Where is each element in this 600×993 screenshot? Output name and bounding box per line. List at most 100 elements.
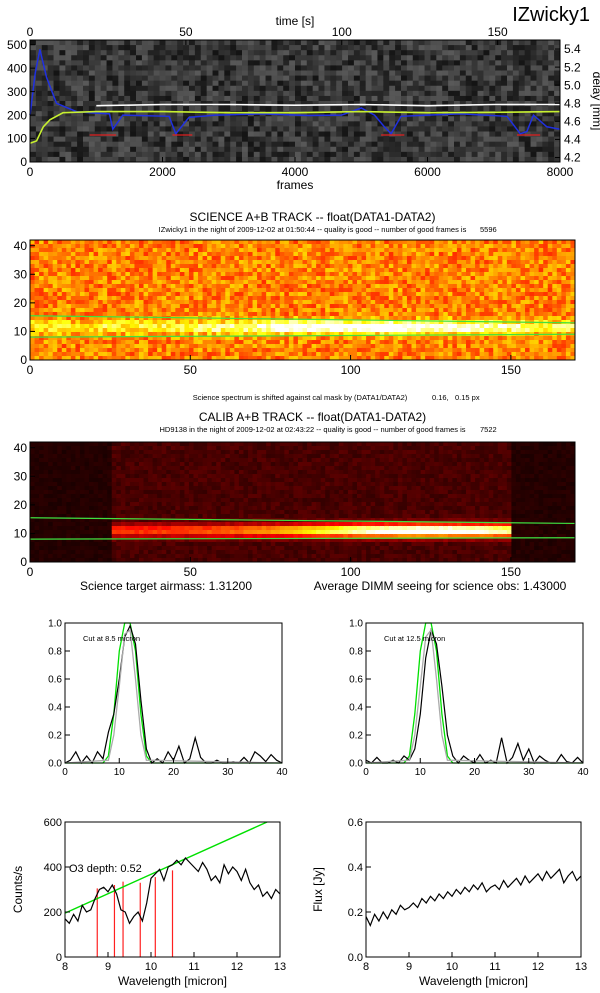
heat-cell [193,328,199,333]
noise-cell [554,90,561,97]
heat-cell [334,240,340,245]
noise-cell [312,111,320,117]
noise-cell [406,111,414,117]
heat-cell [234,240,240,245]
noise-cell [306,80,314,87]
heat-cell [443,348,449,353]
noise-cell [318,40,325,46]
heat-cell [266,276,272,281]
noise-cell [324,101,331,107]
heat-cell [179,356,185,361]
noise-cell [224,121,231,127]
noise-cell [401,121,408,127]
noise-cell [306,121,314,127]
heat-cell [143,248,149,253]
heat-cell [370,348,376,353]
noise-cell [100,156,108,163]
noise-cell [483,40,490,46]
heat-cell [379,356,385,361]
heat-cell [338,316,344,321]
noise-cell [277,50,284,56]
noise-cell [518,131,526,138]
noise-cell [106,156,113,163]
heat-cell [352,348,358,353]
noise-cell [418,50,426,56]
heat-cell [425,324,431,329]
noise-cell [401,65,408,71]
heat-cell [443,244,449,249]
noise-cell [342,45,349,51]
heat-cell [357,288,363,293]
noise-cell [147,151,155,158]
heat-cell [229,260,235,265]
noise-cell [530,80,537,87]
noise-cell [412,121,420,127]
noise-cell [477,101,484,107]
noise-cell [542,151,549,158]
noise-cell [483,50,490,56]
noise-cell [412,151,420,158]
noise-cell [336,136,343,143]
heat-cell [361,300,367,305]
noise-cell [112,85,119,92]
heat-cell [34,260,40,265]
heat-cell [352,316,358,321]
heat-cell [157,288,163,293]
heat-cell [425,316,431,321]
noise-cell [306,106,314,112]
heat-cell [352,308,358,313]
noise-cell [348,106,355,112]
noise-cell [177,116,184,122]
heat-cell [438,248,444,253]
heat-cell [243,352,249,357]
heat-cell [402,328,408,333]
noise-cell [194,126,202,132]
heat-cell [93,264,99,269]
heat-cell [416,332,422,337]
noise-cell [289,80,296,87]
heat-cell [84,356,90,361]
noise-cell [430,75,437,82]
noise-cell [194,131,202,138]
heat-cell [402,240,408,245]
noise-cell [189,146,196,153]
noise-cell [489,111,496,117]
heat-cell [402,284,408,289]
noise-cell [406,90,414,97]
heat-cell [211,244,217,249]
noise-cell [295,126,302,132]
noise-cell [118,136,125,143]
noise-cell [471,141,479,148]
noise-cell [100,70,108,77]
heat-cell [188,264,194,269]
noise-cell [448,65,455,71]
noise-cell [436,50,443,56]
heat-cell [434,312,440,317]
noise-cell [365,65,373,71]
heat-cell [238,336,244,341]
heat-cell [325,284,331,289]
heat-cell [148,308,154,313]
heat-cell [61,264,67,269]
noise-cell [459,90,467,97]
heat-cell [198,292,204,297]
heat-cell [220,304,226,309]
noise-cell [507,60,514,66]
noise-cell [353,156,361,163]
heat-cell [311,324,317,329]
heat-cell [107,320,113,325]
y-tick-label: 400 [7,61,27,75]
heat-cell [34,244,40,249]
heat-cell [270,300,276,305]
heat-cell [234,276,240,281]
heat-cell [288,256,294,261]
heat-cell [293,256,299,261]
noise-cell [124,80,131,87]
heat-cell [134,296,140,301]
noise-cell [94,60,102,66]
noise-cell [141,40,149,46]
heat-cell [134,332,140,337]
noise-cell [271,101,278,107]
heat-cell [420,324,426,329]
noise-cell [554,146,561,153]
